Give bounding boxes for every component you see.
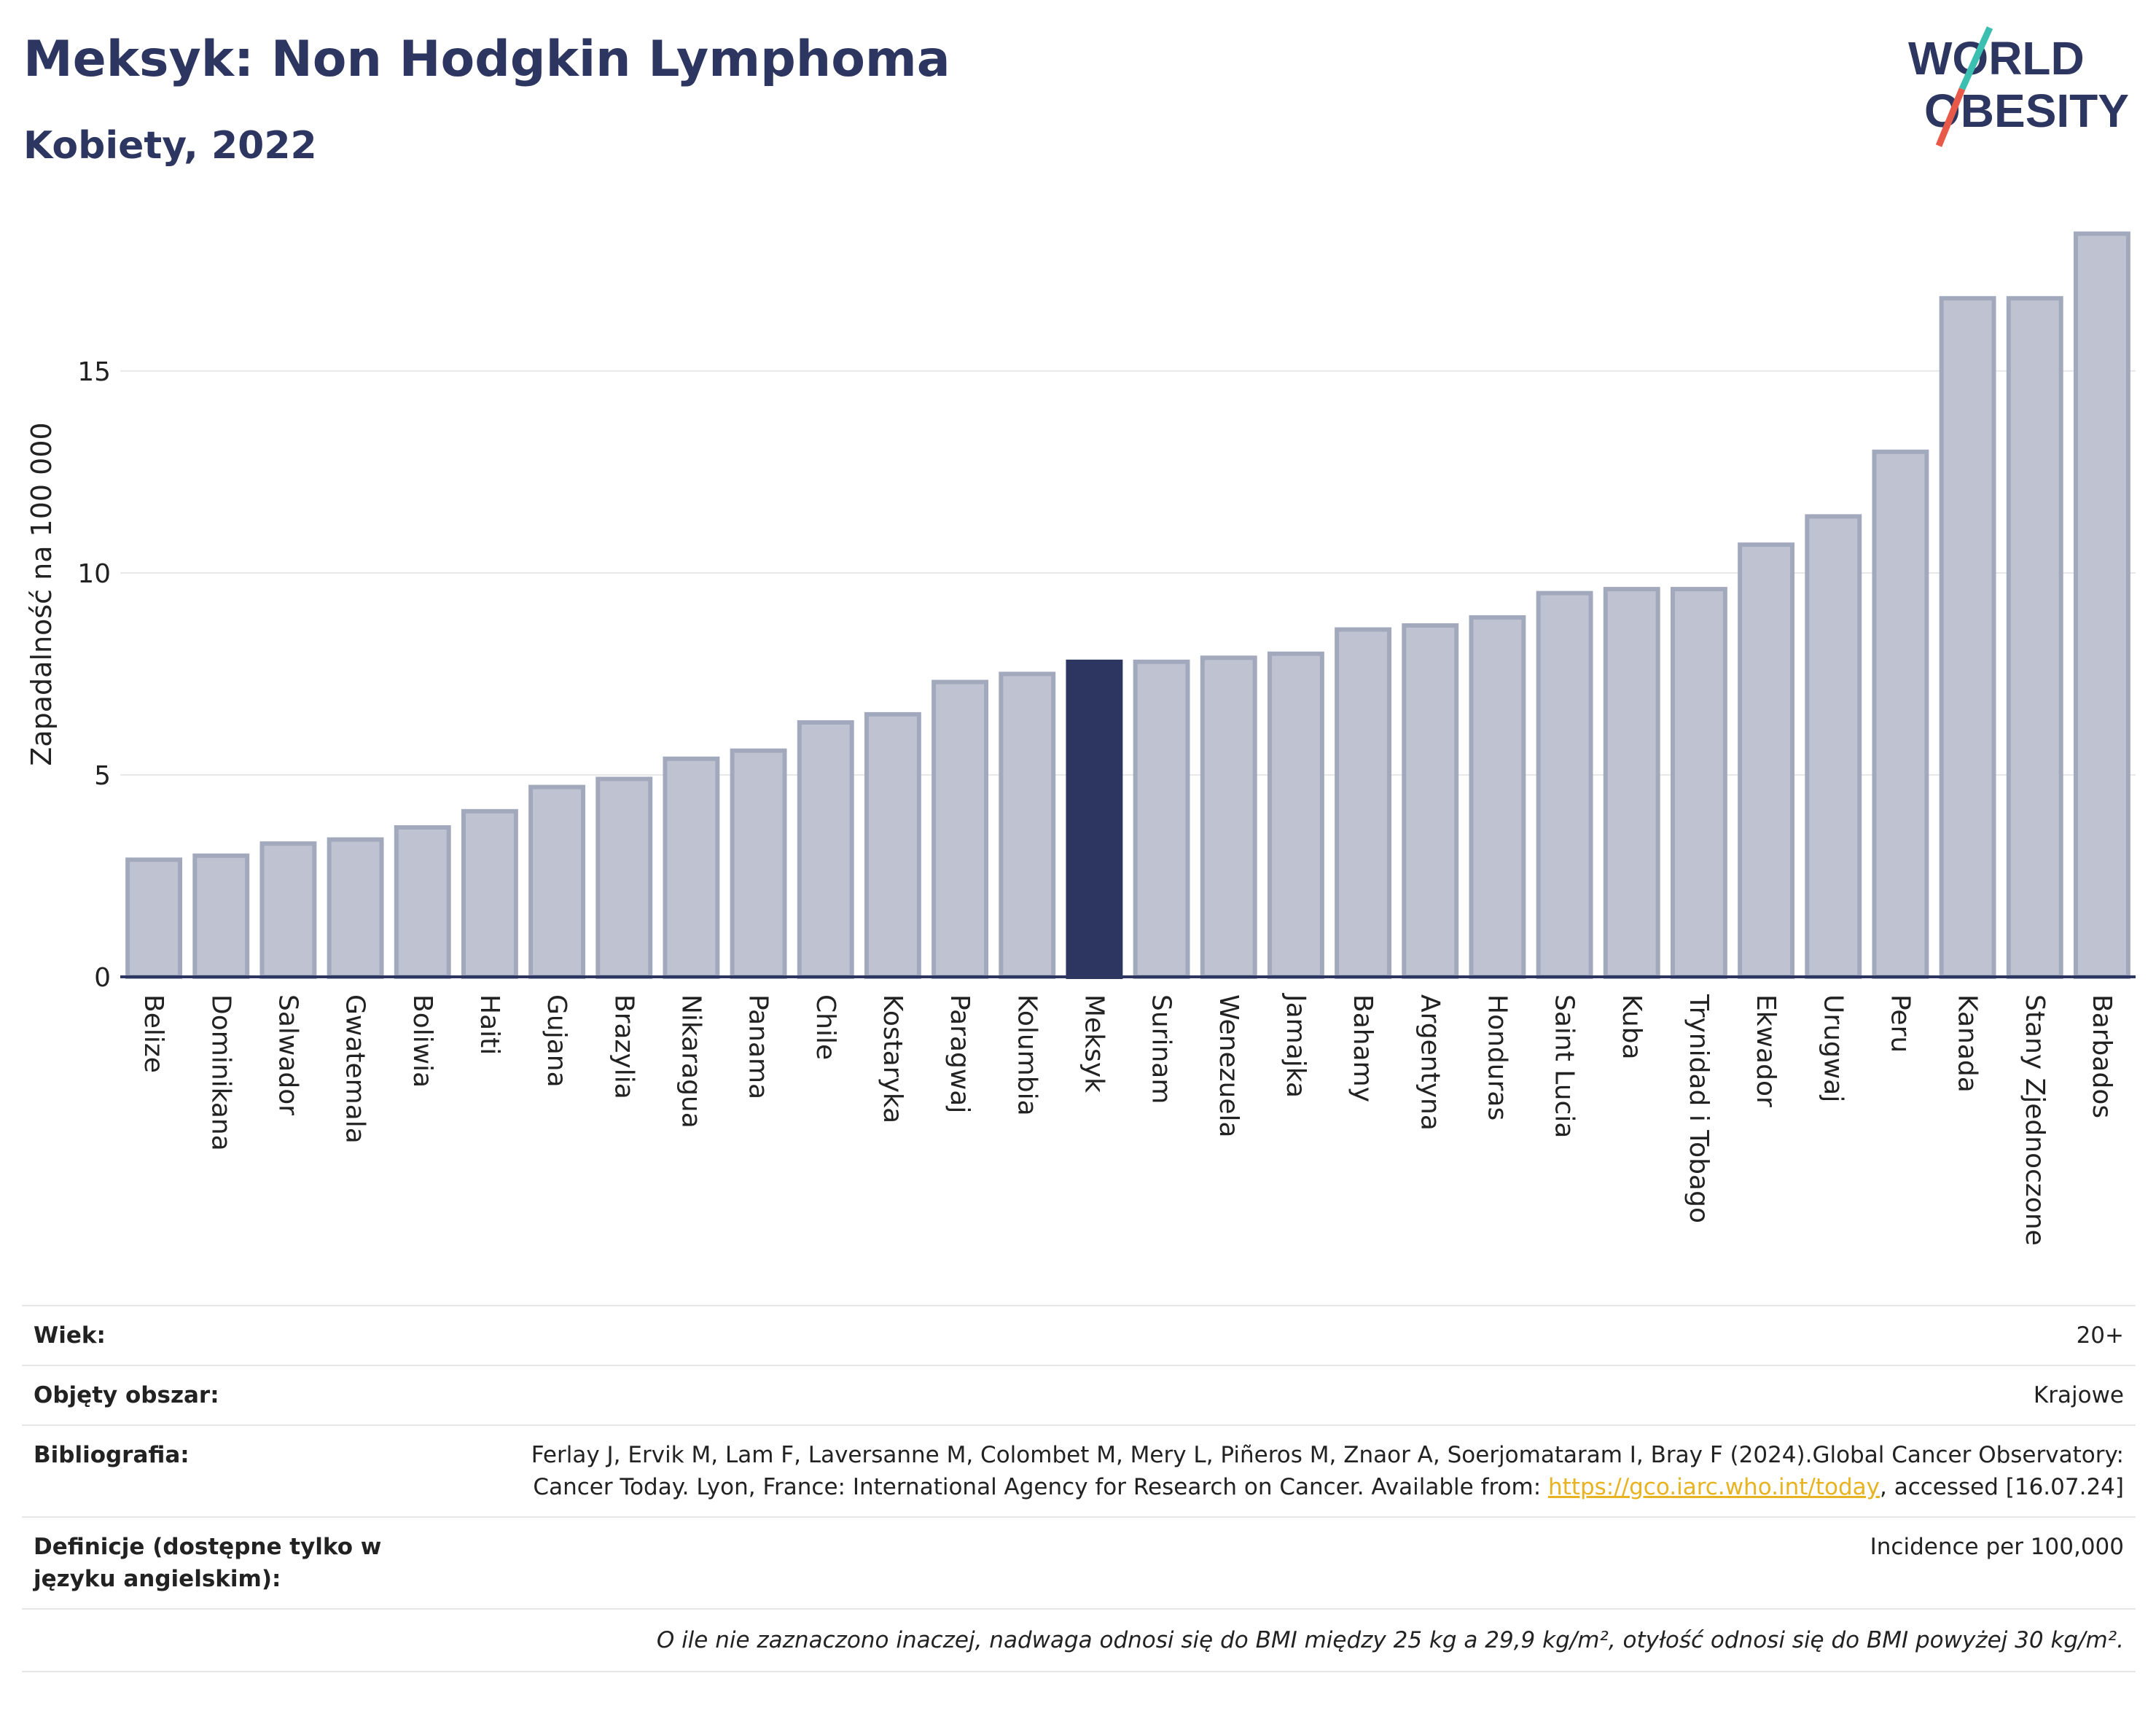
meta-row-age: Wiek: 20+: [22, 1305, 2136, 1365]
y-tick-label: 10: [77, 559, 111, 589]
x-tick-label: Bahamy: [1348, 994, 1378, 1102]
x-tick-label: Stany Zjednoczone: [2020, 994, 2050, 1246]
bar: [1805, 514, 1862, 979]
bar-chart: 0 5 10 15 Belize Dominikana Salwador Gwatemala B…: [26, 231, 2136, 1246]
x-tick-label: Barbados: [2087, 994, 2117, 1118]
biblio-link[interactable]: https://gco.iarc.who.int/today: [1548, 1474, 1880, 1500]
y-tick-label: 15: [77, 357, 111, 387]
x-tick-label: Urugwaj: [1818, 994, 1848, 1102]
bar: [1469, 615, 1526, 979]
bar: [1670, 587, 1727, 979]
biblio-text-1: Ferlay J, Ervik M, Lam F, Laversanne M, …: [531, 1442, 2124, 1500]
x-tick-label: Honduras: [1482, 994, 1512, 1120]
chart-title: Meksyk: Non Hodgkin Lymphoma: [23, 31, 950, 88]
y-tick-label: 5: [94, 761, 111, 791]
x-tick-label: Kolumbia: [1012, 994, 1042, 1116]
bar: [595, 776, 653, 980]
bar: [864, 711, 921, 979]
meta-row-area: Objęty obszar: Krajowe: [22, 1365, 2136, 1424]
logo-slash-red: [1935, 87, 1966, 147]
metadata-table: Wiek: 20+ Objęty obszar: Krajowe Bibliog…: [22, 1305, 2136, 1672]
meta-def-value: Incidence per 100,000: [1870, 1534, 2124, 1560]
meta-def-label: Definicje (dostępne tylko w języku angie…: [34, 1534, 382, 1592]
meta-age-label: Wiek:: [34, 1322, 106, 1349]
bars-layer: [125, 231, 2130, 980]
x-tick-label: Jamajka: [1281, 993, 1311, 1098]
bar: [1267, 651, 1324, 980]
bar: [931, 679, 989, 979]
x-tick-label: Brazylia: [609, 994, 638, 1099]
x-tick-label: Trynidad i Tobago: [1684, 994, 1714, 1223]
meta-row-definitions: Definicje (dostępne tylko w języku angie…: [22, 1516, 2136, 1608]
x-tick-label: Gwatemala: [340, 994, 370, 1144]
x-tick-label: Gujana: [542, 994, 571, 1088]
bar: [797, 720, 854, 979]
bar-highlight: [1066, 659, 1123, 979]
x-tick-label: Nikaragua: [676, 994, 706, 1128]
y-axis-title: Zapadalność na 100 000: [26, 422, 58, 765]
x-tick-label: Kanada: [1953, 994, 1983, 1093]
x-tick-label: Saint Lucia: [1550, 994, 1579, 1138]
x-tick-label: Boliwia: [407, 994, 437, 1088]
bar: [1738, 542, 1795, 979]
bar: [663, 756, 720, 979]
logo-line1: WORLD: [1908, 32, 2085, 85]
x-tick-label: Panama: [743, 994, 773, 1099]
x-tick-label: Chile: [811, 994, 840, 1060]
meta-area-label: Objęty obszar:: [34, 1382, 219, 1408]
bar: [2073, 231, 2130, 979]
x-tick-label: Argentyna: [1415, 994, 1445, 1131]
x-tick-label: Wenezuela: [1214, 994, 1243, 1138]
x-tick-label: Belize: [138, 994, 168, 1073]
bar: [394, 825, 451, 979]
bar: [528, 784, 586, 979]
meta-row-bibliography: Bibliografia: Ferlay J, Ervik M, Lam F, …: [22, 1424, 2136, 1516]
bar: [1200, 655, 1257, 979]
x-tick-label: Salwador: [273, 994, 302, 1115]
x-tick-label: Meksyk: [1079, 994, 1109, 1093]
x-tick-label: Surinam: [1147, 994, 1176, 1104]
bar: [461, 808, 518, 980]
bar: [999, 671, 1056, 979]
bar: [1133, 659, 1190, 979]
bar: [1939, 296, 1996, 979]
bar: [1335, 627, 1392, 979]
bar: [125, 857, 183, 980]
x-tick-label: Haiti: [474, 994, 504, 1055]
footnote: O ile nie zaznaczono inaczej, nadwaga od…: [22, 1608, 2136, 1672]
bar: [2006, 296, 2063, 979]
chart-subtitle: Kobiety, 2022: [23, 124, 317, 168]
labels-layer: 0 5 10 15 Belize Dominikana Salwador Gwatemala B…: [77, 357, 2117, 1246]
world-obesity-logo: WORLD OBESITY: [1908, 26, 2129, 147]
bar: [1402, 623, 1459, 979]
x-tick-label: Dominikana: [206, 994, 235, 1151]
bar: [192, 853, 250, 980]
meta-biblio-label: Bibliografia:: [34, 1442, 190, 1468]
grid-layer: [120, 370, 2136, 776]
x-tick-label: Ekwador: [1751, 994, 1781, 1107]
bar: [327, 837, 384, 979]
x-tick-label: Kostaryka: [878, 994, 907, 1123]
meta-area-value: Krajowe: [2033, 1382, 2124, 1408]
bar: [1872, 449, 1929, 979]
logo-slash-teal: [1958, 26, 1993, 90]
meta-biblio-value: Ferlay J, Ervik M, Lam F, Laversanne M, …: [520, 1439, 2124, 1503]
meta-age-value: 20+: [2076, 1322, 2124, 1349]
x-tick-label: Peru: [1885, 994, 1915, 1053]
bar: [259, 841, 317, 979]
bar: [730, 748, 787, 979]
biblio-text-2: , accessed [16.07.24]: [1879, 1474, 2124, 1500]
y-tick-label: 0: [94, 963, 111, 993]
x-tick-label: Kuba: [1617, 994, 1647, 1060]
bar: [1603, 587, 1660, 979]
x-tick-label: Paragwaj: [945, 994, 975, 1113]
bar: [1536, 590, 1593, 979]
